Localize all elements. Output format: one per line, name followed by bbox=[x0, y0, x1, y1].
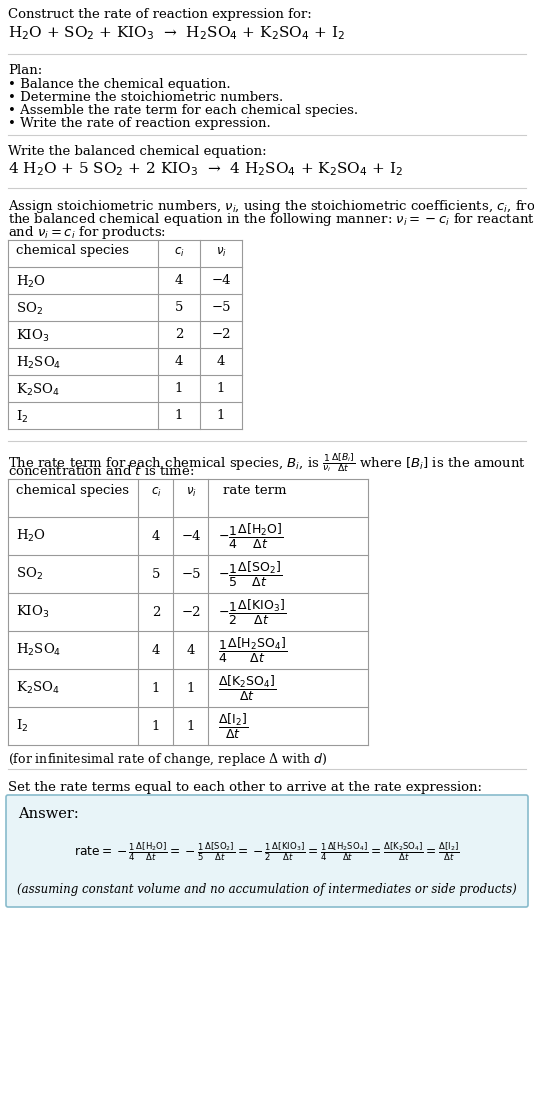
Text: $-\dfrac{1}{5}\dfrac{\Delta[\mathrm{SO_2}]}{\Delta t}$: $-\dfrac{1}{5}\dfrac{\Delta[\mathrm{SO_2… bbox=[218, 559, 282, 588]
Text: and $\nu_i = c_i$ for products:: and $\nu_i = c_i$ for products: bbox=[8, 224, 166, 241]
Text: KIO$_3$: KIO$_3$ bbox=[16, 604, 49, 620]
Text: 1: 1 bbox=[217, 382, 225, 395]
Text: The rate term for each chemical species, $B_i$, is $\frac{1}{\nu_i}\frac{\Delta[: The rate term for each chemical species,… bbox=[8, 451, 526, 474]
Text: $-\dfrac{1}{4}\dfrac{\Delta[\mathrm{H_2O}]}{\Delta t}$: $-\dfrac{1}{4}\dfrac{\Delta[\mathrm{H_2O… bbox=[218, 521, 284, 550]
Text: −5: −5 bbox=[181, 568, 201, 580]
Text: • Balance the chemical equation.: • Balance the chemical equation. bbox=[8, 78, 231, 92]
Text: SO$_2$: SO$_2$ bbox=[16, 566, 43, 583]
Text: $c_i$: $c_i$ bbox=[151, 485, 161, 499]
Text: rate term: rate term bbox=[223, 484, 287, 497]
Text: $\nu_i$: $\nu_i$ bbox=[216, 246, 226, 259]
Text: 2: 2 bbox=[175, 328, 183, 341]
Text: I$_2$: I$_2$ bbox=[16, 718, 28, 734]
Text: K$_2$SO$_4$: K$_2$SO$_4$ bbox=[16, 680, 60, 696]
Text: 4: 4 bbox=[152, 644, 160, 656]
Text: Write the balanced chemical equation:: Write the balanced chemical equation: bbox=[8, 145, 266, 158]
Text: 4: 4 bbox=[175, 275, 183, 287]
Text: the balanced chemical equation in the following manner: $\nu_i = -c_i$ for react: the balanced chemical equation in the fo… bbox=[8, 211, 534, 228]
Text: H$_2$O: H$_2$O bbox=[16, 528, 46, 543]
Text: chemical species: chemical species bbox=[16, 244, 129, 257]
Text: 4: 4 bbox=[175, 355, 183, 368]
Text: $c_i$: $c_i$ bbox=[174, 246, 184, 259]
Text: $\dfrac{\Delta[\mathrm{I_2}]}{\Delta t}$: $\dfrac{\Delta[\mathrm{I_2}]}{\Delta t}$ bbox=[218, 712, 248, 741]
Text: 1: 1 bbox=[175, 408, 183, 422]
Text: −4: −4 bbox=[181, 529, 201, 542]
Text: H$_2$O: H$_2$O bbox=[16, 275, 46, 290]
Text: H$_2$SO$_4$: H$_2$SO$_4$ bbox=[16, 355, 61, 372]
Text: H$_2$O + SO$_2$ + KIO$_3$  →  H$_2$SO$_4$ + K$_2$SO$_4$ + I$_2$: H$_2$O + SO$_2$ + KIO$_3$ → H$_2$SO$_4$ … bbox=[8, 25, 345, 41]
Text: $\nu_i$: $\nu_i$ bbox=[186, 485, 197, 499]
Text: Construct the rate of reaction expression for:: Construct the rate of reaction expressio… bbox=[8, 8, 312, 21]
FancyBboxPatch shape bbox=[6, 795, 528, 907]
Text: 2: 2 bbox=[152, 606, 160, 618]
Text: Answer:: Answer: bbox=[18, 807, 78, 821]
Text: 1: 1 bbox=[152, 720, 160, 732]
Text: $\mathrm{rate} = -\frac{1}{4}\frac{\Delta[\mathrm{H_2O}]}{\Delta t} = -\frac{1}{: $\mathrm{rate} = -\frac{1}{4}\frac{\Delt… bbox=[74, 840, 460, 864]
Text: concentration and $t$ is time:: concentration and $t$ is time: bbox=[8, 464, 194, 478]
Text: $\dfrac{\Delta[\mathrm{K_2SO_4}]}{\Delta t}$: $\dfrac{\Delta[\mathrm{K_2SO_4}]}{\Delta… bbox=[218, 673, 277, 702]
Text: • Write the rate of reaction expression.: • Write the rate of reaction expression. bbox=[8, 117, 271, 129]
Text: $\dfrac{1}{4}\dfrac{\Delta[\mathrm{H_2SO_4}]}{\Delta t}$: $\dfrac{1}{4}\dfrac{\Delta[\mathrm{H_2SO… bbox=[218, 635, 287, 664]
Text: K$_2$SO$_4$: K$_2$SO$_4$ bbox=[16, 382, 60, 398]
Text: chemical species: chemical species bbox=[16, 484, 129, 497]
Text: KIO$_3$: KIO$_3$ bbox=[16, 328, 49, 344]
Text: 1: 1 bbox=[175, 382, 183, 395]
Text: I$_2$: I$_2$ bbox=[16, 408, 28, 425]
Text: 1: 1 bbox=[152, 682, 160, 694]
Text: 4 H$_2$O + 5 SO$_2$ + 2 KIO$_3$  →  4 H$_2$SO$_4$ + K$_2$SO$_4$ + I$_2$: 4 H$_2$O + 5 SO$_2$ + 2 KIO$_3$ → 4 H$_2… bbox=[8, 160, 403, 177]
Text: H$_2$SO$_4$: H$_2$SO$_4$ bbox=[16, 642, 61, 658]
Text: 4: 4 bbox=[217, 355, 225, 368]
Text: 4: 4 bbox=[152, 529, 160, 542]
Text: (for infinitesimal rate of change, replace Δ with $d$): (for infinitesimal rate of change, repla… bbox=[8, 751, 327, 768]
Text: 5: 5 bbox=[152, 568, 160, 580]
Text: −5: −5 bbox=[211, 301, 231, 314]
Text: −4: −4 bbox=[211, 275, 231, 287]
Text: Assign stoichiometric numbers, $\nu_i$, using the stoichiometric coefficients, $: Assign stoichiometric numbers, $\nu_i$, … bbox=[8, 198, 534, 215]
Text: 1: 1 bbox=[187, 682, 195, 694]
Text: −2: −2 bbox=[211, 328, 231, 341]
Text: 1: 1 bbox=[217, 408, 225, 422]
Text: Plan:: Plan: bbox=[8, 64, 42, 77]
Text: 5: 5 bbox=[175, 301, 183, 314]
Text: • Assemble the rate term for each chemical species.: • Assemble the rate term for each chemic… bbox=[8, 104, 358, 117]
Text: −2: −2 bbox=[181, 606, 201, 618]
Text: SO$_2$: SO$_2$ bbox=[16, 301, 43, 317]
Text: Set the rate terms equal to each other to arrive at the rate expression:: Set the rate terms equal to each other t… bbox=[8, 781, 482, 793]
Text: $-\dfrac{1}{2}\dfrac{\Delta[\mathrm{KIO_3}]}{\Delta t}$: $-\dfrac{1}{2}\dfrac{\Delta[\mathrm{KIO_… bbox=[218, 597, 286, 626]
Text: • Determine the stoichiometric numbers.: • Determine the stoichiometric numbers. bbox=[8, 92, 283, 104]
Text: 1: 1 bbox=[187, 720, 195, 732]
Text: 4: 4 bbox=[187, 644, 195, 656]
Text: (assuming constant volume and no accumulation of intermediates or side products): (assuming constant volume and no accumul… bbox=[17, 883, 517, 896]
